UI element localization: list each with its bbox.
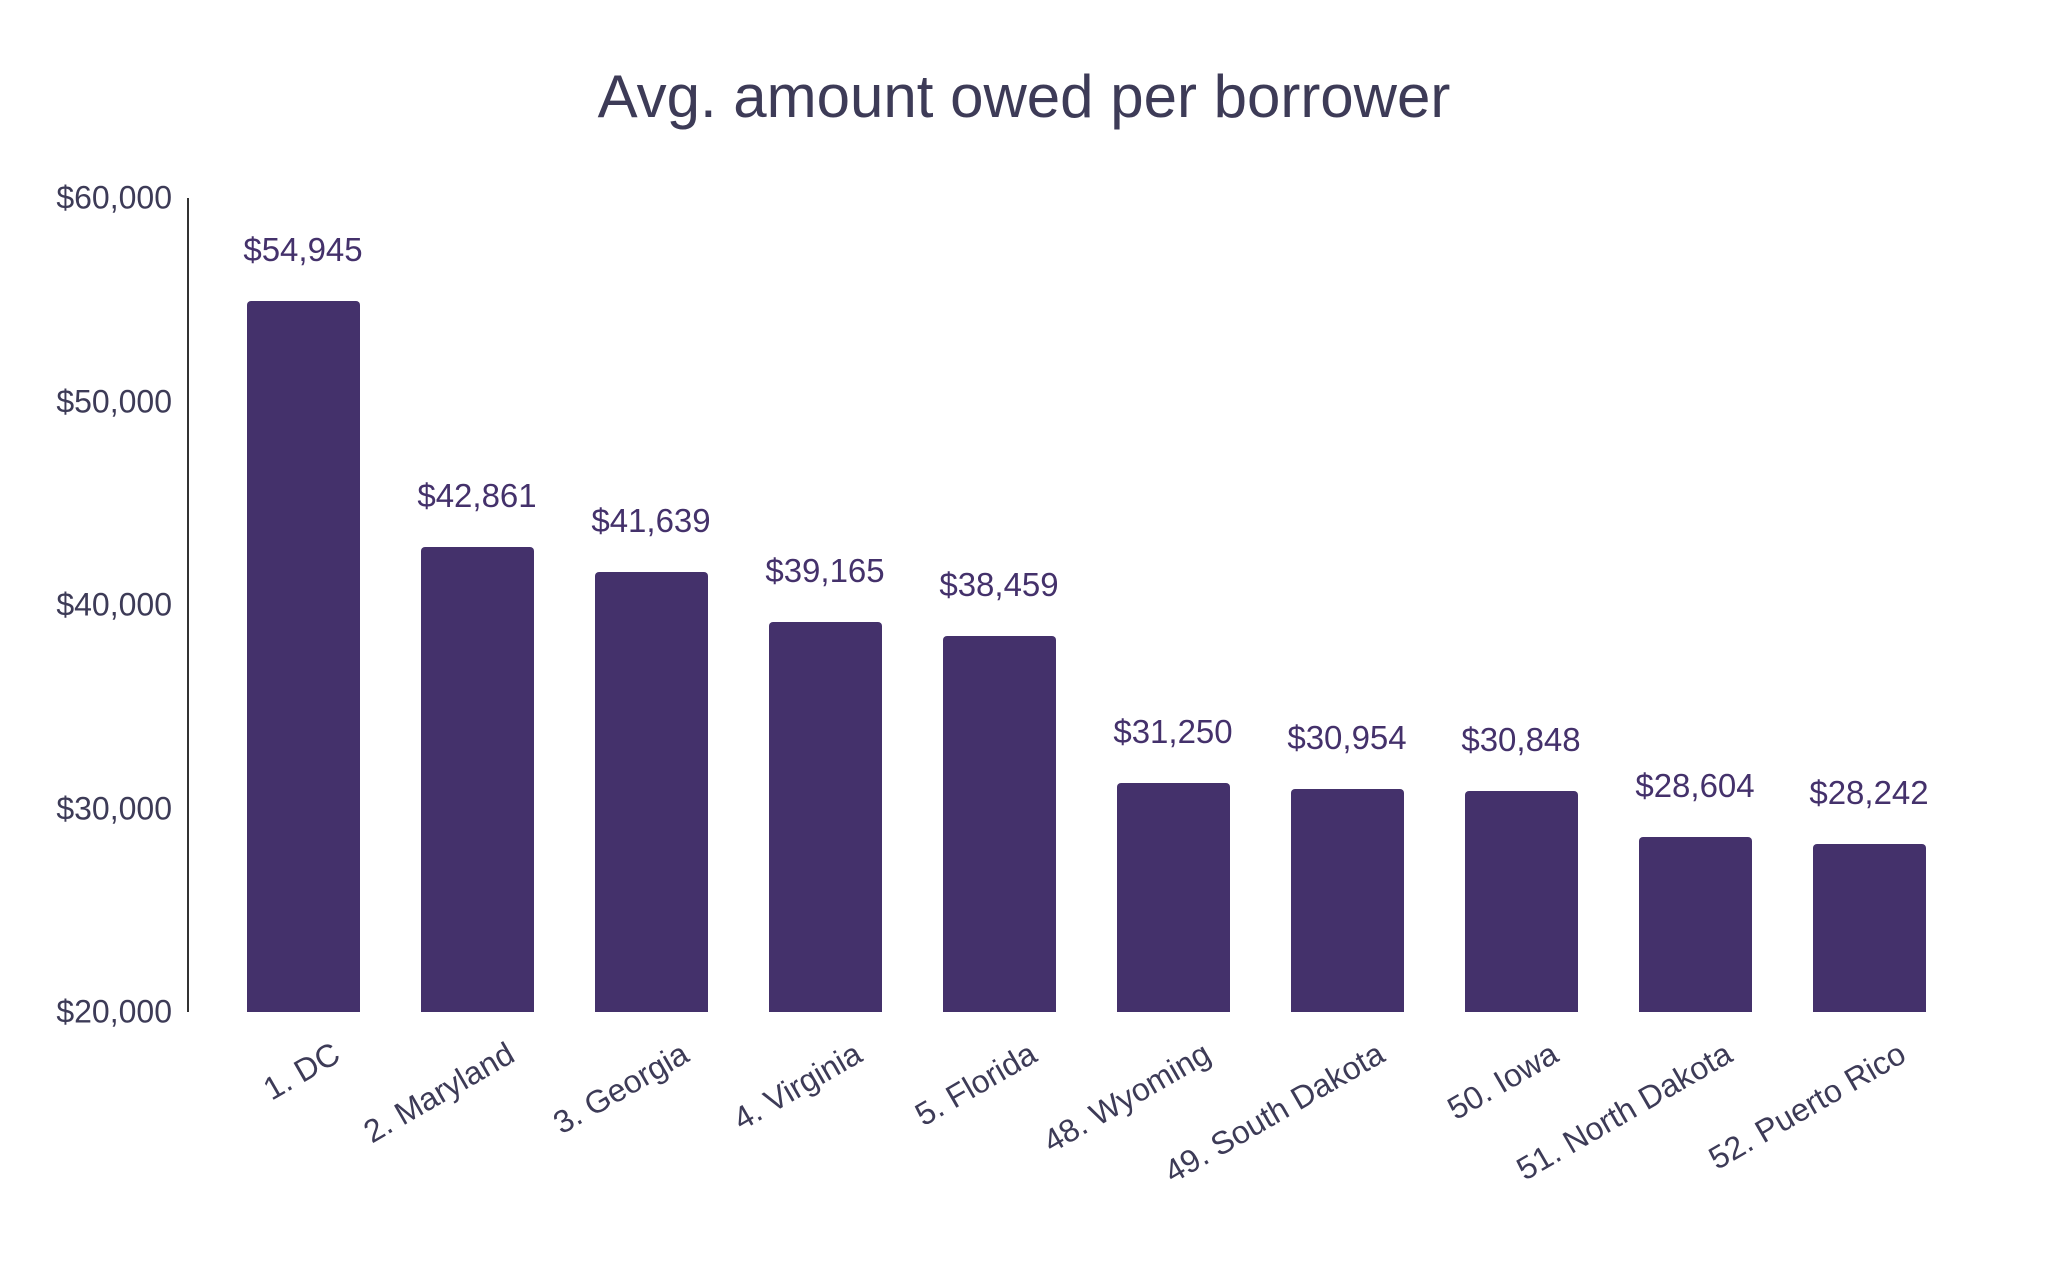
bar xyxy=(1116,783,1230,1012)
bar xyxy=(594,571,708,1012)
bar xyxy=(420,546,534,1012)
y-tick-label: $20,000 xyxy=(56,993,172,1030)
bar-value-label: $30,848 xyxy=(1461,721,1581,759)
bar-value-label: $38,459 xyxy=(939,566,1059,604)
bar-value-label: $42,861 xyxy=(417,476,537,514)
bar xyxy=(942,636,1056,1012)
bar-value-label: $31,250 xyxy=(1113,713,1233,751)
bar-value-label: $54,945 xyxy=(243,230,363,268)
y-axis-line xyxy=(187,198,189,1012)
x-axis-category-label: 1. DC xyxy=(257,1035,346,1108)
bar-value-label: $28,242 xyxy=(1809,774,1929,812)
bar-value-label: $41,639 xyxy=(591,501,711,539)
x-axis-category-label: 3. Georgia xyxy=(546,1035,694,1141)
y-tick-label: $60,000 xyxy=(56,179,172,216)
bar xyxy=(1290,789,1404,1012)
x-axis-category-label: 4. Virginia xyxy=(727,1035,868,1138)
x-axis-category-label: 2. Maryland xyxy=(357,1035,520,1150)
bar xyxy=(1638,836,1752,1012)
y-tick-label: $40,000 xyxy=(56,586,172,623)
bar xyxy=(768,621,882,1012)
chart-title: Avg. amount owed per borrower xyxy=(597,63,1451,130)
x-axis-category-label: 52. Puerto Rico xyxy=(1702,1035,1912,1177)
bar xyxy=(1812,844,1926,1012)
bar xyxy=(1464,791,1578,1012)
y-tick-label: $30,000 xyxy=(56,790,172,826)
bar-value-label: $30,954 xyxy=(1287,719,1407,757)
y-tick-label: $50,000 xyxy=(56,383,172,419)
bar-value-label: $39,165 xyxy=(765,551,885,589)
bar xyxy=(246,300,360,1012)
x-axis-category-label: 5. Florida xyxy=(908,1035,1042,1133)
bar-value-label: $28,604 xyxy=(1635,766,1755,804)
x-axis-category-label: 50. Iowa xyxy=(1441,1035,1564,1127)
